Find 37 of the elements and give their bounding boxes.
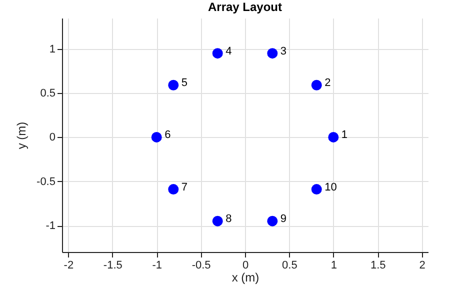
x-axis-title: x (m): [232, 270, 260, 284]
annotation: 1: [341, 129, 348, 142]
point: [311, 80, 322, 90]
y-tick-label: 0: [49, 132, 56, 144]
annotation: 7: [181, 181, 188, 194]
x-tick-label: 2: [419, 260, 426, 272]
y-tick-label: 1: [49, 43, 56, 56]
y-tick-label: 0.5: [40, 88, 56, 100]
x-tick-label: 0: [242, 260, 249, 272]
point: [168, 184, 179, 195]
annotation: 4: [226, 45, 232, 58]
point: [267, 216, 278, 226]
x-tick-label: -0.5: [192, 260, 211, 272]
x-tick-label: 1: [330, 260, 337, 272]
annotation: 9: [280, 213, 287, 226]
x-tick-label: -1: [152, 260, 162, 272]
x-tick-label: -2: [64, 260, 74, 272]
x-tick-label: 0.5: [282, 260, 298, 272]
point: [212, 48, 223, 59]
annotation: 2: [324, 77, 331, 90]
point: [311, 184, 322, 195]
x-tick-label: -1.5: [103, 260, 122, 272]
annotation: 3: [280, 45, 287, 58]
annotation: 5: [181, 77, 188, 90]
annotation: 6: [164, 129, 171, 142]
point: [267, 48, 278, 59]
point: [212, 216, 223, 226]
point: [328, 132, 339, 142]
y-axis-title: y (m): [14, 122, 29, 150]
y-tick-label: -1: [46, 220, 56, 232]
annotation: 10: [324, 181, 337, 194]
x-tick-label: 1.5: [370, 260, 386, 272]
chart-title: Array Layout: [208, 0, 282, 14]
point: [168, 80, 179, 90]
point: [151, 132, 162, 142]
annotation: 8: [226, 213, 232, 226]
y-tick-label: -0.5: [36, 176, 56, 188]
